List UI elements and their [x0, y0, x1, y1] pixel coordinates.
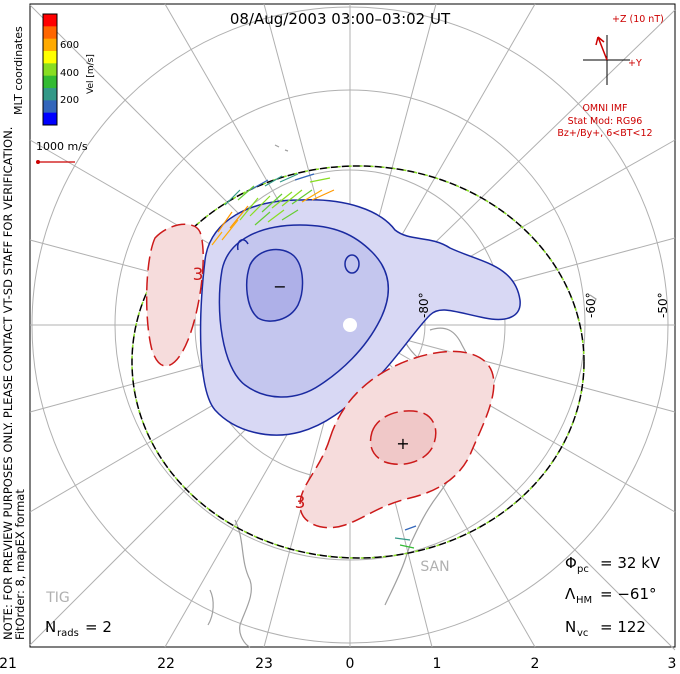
stat-lambda-value: = −61°: [600, 585, 657, 603]
color-bar-swatch: [43, 88, 57, 101]
vector: [291, 189, 313, 205]
mlt-tick-labels: 21 22 23 0 1 2 3: [0, 656, 676, 672]
spoke-4: [349, 324, 676, 513]
station-tig: TIG: [45, 590, 70, 606]
vector: [404, 525, 417, 531]
imf-magnitude-label: +Z (10 nT): [612, 14, 664, 25]
color-bar-label: Vel [m/s]: [86, 54, 96, 94]
stat-lambda-hm: Λ HM = −61°: [565, 585, 657, 606]
vector: [249, 195, 271, 217]
color-bar-swatch: [43, 51, 57, 64]
mlt-tick-3: 3: [668, 656, 677, 672]
plot-title: 08/Aug/2003 03:00–03:02 UT: [230, 10, 451, 28]
stat-phi-pc: Φ pc = 32 kV: [565, 554, 661, 575]
vector: [221, 219, 239, 241]
stat-nrads-subscript: rads: [57, 628, 79, 639]
hm-boundary-black: [131, 165, 585, 559]
vector: [237, 185, 255, 201]
vector: [281, 189, 303, 207]
reference-vector-origin: [36, 160, 40, 164]
color-bar-tick-600: 600: [60, 40, 79, 51]
negative-cell-core: [245, 248, 304, 322]
mlt-tick-2: 2: [531, 656, 540, 672]
stat-phi-pc-subscript: pc: [577, 564, 589, 575]
imf-model: Stat Mod: RG96: [568, 116, 643, 127]
stat-nvc: N vc = 122: [565, 618, 646, 639]
vector: [294, 173, 315, 181]
warning-note: NOTE: FOR PREVIEW PURPOSES ONLY. PLEASE …: [1, 127, 15, 640]
stat-phi-pc-symbol: Φ: [565, 554, 577, 572]
color-bar-border: [42, 13, 58, 126]
vector: [301, 189, 323, 203]
vector: [311, 189, 335, 201]
negative-cell-small: [344, 254, 360, 274]
positive-cell-core: [369, 410, 437, 466]
imf-vector: [597, 36, 608, 61]
lat-label-80: -80°: [417, 292, 431, 318]
imf-source: OMNI IMF: [582, 103, 627, 114]
pole-marker: [343, 318, 357, 332]
vector: [249, 179, 269, 191]
color-bar-swatch: [43, 38, 57, 52]
imf-y-label: +Y: [628, 58, 642, 69]
imf-vector-arrowhead-icon: [595, 36, 605, 46]
color-bar-swatch: [43, 100, 57, 114]
mlt-tick-22: 22: [157, 656, 175, 672]
mlt-tick-23: 23: [255, 656, 273, 672]
stat-nvc-subscript: vc: [577, 628, 588, 639]
stat-phi-pc-value: = 32 kV: [600, 554, 661, 572]
vector: [229, 205, 249, 229]
coord-system-label: MLT coordinates: [12, 26, 25, 115]
negative-cell-hook: [236, 239, 249, 251]
vector: [399, 544, 415, 549]
lat-label-50: -50°: [656, 292, 670, 318]
color-bar: [42, 13, 58, 126]
stat-nrads-value: = 2: [85, 618, 112, 636]
vector: [264, 175, 283, 187]
color-bar-swatch: [43, 75, 57, 89]
coast-islands: [274, 144, 597, 305]
vector: [267, 209, 285, 223]
mlt-tick-0: 0: [346, 656, 355, 672]
vector: [261, 193, 283, 213]
fit-note: FitOrder: 8, mapEX format: [13, 489, 27, 640]
vector: [217, 211, 233, 233]
color-bar-swatch: [43, 26, 57, 40]
imf-condition: Bz+/By+, 6<BT<12: [557, 128, 652, 139]
stat-lambda-symbol: Λ: [565, 585, 576, 603]
vector: [211, 231, 223, 246]
vector: [254, 211, 271, 226]
negative-center-label: −: [273, 277, 286, 296]
positive-center-label: +: [396, 434, 409, 453]
vector: [309, 177, 331, 183]
contour-label-3-left: 3: [193, 265, 204, 285]
stat-nrads: N rads = 2: [45, 618, 112, 639]
color-bar-swatch: [43, 63, 57, 77]
stat-nrads-symbol: N: [45, 618, 56, 636]
color-bar-tick-400: 400: [60, 68, 79, 79]
lat-label-60: -60°: [584, 292, 598, 318]
vector: [279, 173, 299, 183]
positive-cell-left: [145, 223, 204, 367]
color-bar-swatch: [43, 112, 57, 126]
coast-madagascar: [207, 589, 214, 626]
color-bar-swatch: [43, 14, 57, 27]
mlt-tick-1: 1: [433, 656, 442, 672]
mlt-tick-21: 21: [0, 656, 17, 672]
vector: [271, 191, 293, 209]
contour-label-3-lower: 3: [295, 493, 306, 513]
vector: [281, 209, 299, 221]
stat-nvc-value: = 122: [600, 618, 646, 636]
vector: [224, 189, 241, 206]
stat-nvc-symbol: N: [565, 618, 576, 636]
vector: [394, 537, 411, 541]
coast-africa: [234, 519, 252, 648]
reference-vector-label: 1000 m/s: [36, 140, 88, 153]
stat-lambda-subscript: HM: [576, 595, 592, 606]
station-san: SAN: [420, 559, 449, 575]
color-bar-tick-200: 200: [60, 95, 79, 106]
velocity-vectors: [211, 173, 417, 549]
vector: [239, 197, 259, 221]
